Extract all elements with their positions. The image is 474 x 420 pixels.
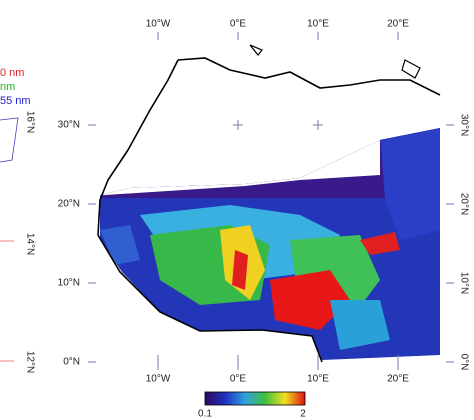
lat-label: 0°N	[458, 354, 469, 371]
lat-label: 10°N	[458, 272, 469, 294]
lon-label: 20°E	[387, 374, 409, 385]
lon-label: 20°E	[387, 19, 409, 30]
lon-label: 0°E	[230, 374, 247, 385]
aod-field	[100, 128, 440, 360]
lat-label: 30°N	[458, 114, 469, 136]
graticule	[88, 32, 454, 370]
legend-entry: 0 nm	[0, 67, 24, 79]
colorbar-label: 2	[300, 409, 306, 420]
lat-label: 12°N	[24, 351, 35, 373]
colorbar-label: 0.1	[198, 409, 212, 420]
coastline	[97, 57, 441, 363]
coastline	[249, 44, 421, 79]
lat-label: 20°N	[58, 199, 80, 210]
colorbar	[204, 391, 306, 406]
lon-label: 10°W	[146, 19, 171, 30]
lat-label: 30°N	[58, 120, 80, 131]
lat-label: 16°N	[24, 111, 35, 133]
lat-label: 0°N	[63, 357, 80, 368]
lon-label: 0°E	[230, 19, 247, 30]
left-panel: 0 nm nm 55 nm 16°N 14°N 12°N	[0, 67, 35, 373]
lon-label: 10°E	[307, 19, 329, 30]
lon-labels: 10°W 0°E 10°E 20°E 10°W 0°E 10°E 20°E	[146, 19, 410, 385]
panel-shape	[0, 117, 19, 163]
lat-label: 10°N	[58, 278, 80, 289]
lat-label: 14°N	[24, 233, 35, 255]
legend-entry: nm	[0, 81, 15, 93]
lon-label: 10°W	[146, 374, 171, 385]
lat-label: 20°N	[458, 193, 469, 215]
lon-label: 10°E	[307, 374, 329, 385]
lat-labels: 30°N 20°N 10°N 0°N 30°N 20°N 10°N 0°N	[58, 114, 470, 371]
legend-entry: 55 nm	[0, 95, 31, 107]
